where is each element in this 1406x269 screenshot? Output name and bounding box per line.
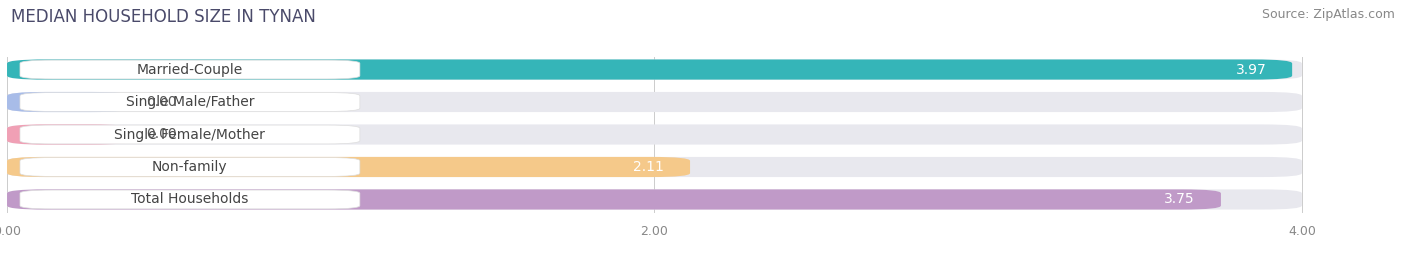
Text: 0.00: 0.00: [146, 128, 177, 141]
Text: Single Male/Father: Single Male/Father: [125, 95, 254, 109]
Text: MEDIAN HOUSEHOLD SIZE IN TYNAN: MEDIAN HOUSEHOLD SIZE IN TYNAN: [11, 8, 316, 26]
FancyBboxPatch shape: [7, 189, 1302, 210]
FancyBboxPatch shape: [20, 158, 360, 176]
FancyBboxPatch shape: [7, 125, 129, 144]
FancyBboxPatch shape: [20, 125, 360, 144]
Text: Non-family: Non-family: [152, 160, 228, 174]
FancyBboxPatch shape: [7, 157, 690, 177]
Text: Source: ZipAtlas.com: Source: ZipAtlas.com: [1261, 8, 1395, 21]
FancyBboxPatch shape: [7, 157, 1302, 177]
Text: 3.97: 3.97: [1236, 62, 1267, 77]
FancyBboxPatch shape: [20, 190, 360, 209]
FancyBboxPatch shape: [7, 92, 129, 112]
Text: Total Households: Total Households: [131, 192, 249, 207]
Text: Single Female/Mother: Single Female/Mother: [114, 128, 266, 141]
Text: 2.11: 2.11: [633, 160, 664, 174]
FancyBboxPatch shape: [7, 125, 1302, 144]
FancyBboxPatch shape: [7, 189, 1220, 210]
FancyBboxPatch shape: [20, 93, 360, 111]
Text: 3.75: 3.75: [1164, 192, 1195, 207]
FancyBboxPatch shape: [7, 92, 1302, 112]
Text: Married-Couple: Married-Couple: [136, 62, 243, 77]
FancyBboxPatch shape: [7, 59, 1302, 80]
FancyBboxPatch shape: [20, 60, 360, 79]
FancyBboxPatch shape: [7, 59, 1292, 80]
Text: 0.00: 0.00: [146, 95, 177, 109]
